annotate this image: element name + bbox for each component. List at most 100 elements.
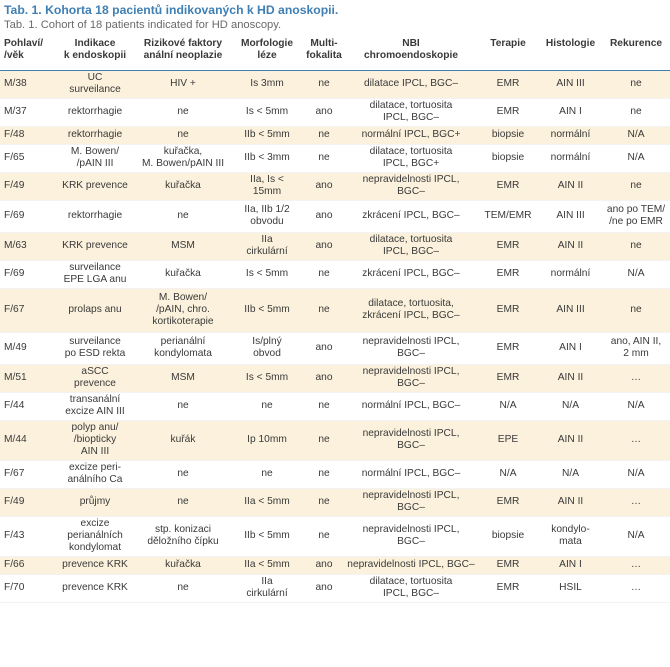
table-row: F/44 transanální excize AIN III ne ne ne normá… [0, 392, 670, 421]
table-row: F/67 prolaps anu M. Bowen//pAIN, chro. kort… [0, 288, 670, 333]
cell-histology: AIN I [539, 98, 602, 127]
cell-indication: rektorrhagie [55, 126, 135, 145]
cell-nbi: nepravidelnosti IPCL, BGC– [345, 420, 477, 461]
header-nbi: NBI chromoendoskopie [345, 34, 477, 71]
cell-therapy: biopsie [477, 516, 539, 557]
cell-morphology: Is < 5mm [231, 98, 303, 127]
cell-morphology: IIa < 5mm [231, 488, 303, 517]
cell-nbi: nepravidelnosti IPCL, BGC– [345, 556, 477, 575]
cell-multifocality: ano [303, 332, 345, 365]
cell-recurrence: N/A [602, 260, 670, 289]
cell-sex-age: M/49 [0, 332, 55, 365]
cell-nbi: normální IPCL, BGC+ [345, 126, 477, 145]
cell-recurrence: N/A [602, 516, 670, 557]
cell-therapy: EMR [477, 364, 539, 393]
cell-histology: kondylo-mata [539, 516, 602, 557]
cell-recurrence: … [602, 574, 670, 603]
cell-nbi: dilatace, tortuosita, zkrácení IPCL, BGC– [345, 288, 477, 333]
cell-sex-age: M/44 [0, 420, 55, 461]
cell-morphology: Is < 5mm [231, 260, 303, 289]
cell-multifocality: ano [303, 364, 345, 393]
table-row: F/67 excize peri-análního Ca ne ne ne normáln… [0, 460, 670, 489]
cell-nbi: dilatace IPCL, BGC– [345, 70, 477, 99]
table-row: F/69 rektorrhagie ne IIa, IIb 1/2 obvodu ano z… [0, 200, 670, 233]
cell-indication: prevence KRK [55, 556, 135, 575]
cell-nbi: zkrácení IPCL, BGC– [345, 200, 477, 233]
cell-sex-age: F/69 [0, 260, 55, 289]
cell-risk-factors: ne [135, 200, 231, 233]
cell-risk-factors: M. Bowen//pAIN, chro. kortikoterapie [135, 288, 231, 333]
cell-nbi: nepravidelnosti IPCL, BGC– [345, 364, 477, 393]
cell-recurrence: … [602, 364, 670, 393]
cell-nbi: nepravidelnosti IPCL, BGC– [345, 488, 477, 517]
cell-indication: prevence KRK [55, 574, 135, 603]
table-header: Pohlaví//věk Indikace k endoskopii Rizikové… [0, 34, 670, 71]
cell-morphology: IIa cirkulární [231, 574, 303, 603]
table-row: F/66 prevence KRK kuřačka IIa < 5mm ano nepra… [0, 556, 670, 575]
cell-indication: KRK prevence [55, 232, 135, 261]
cell-recurrence: ne [602, 288, 670, 333]
cell-sex-age: F/65 [0, 144, 55, 173]
cell-risk-factors: ne [135, 126, 231, 145]
cell-recurrence: ne [602, 232, 670, 261]
cell-histology: HSIL [539, 574, 602, 603]
cell-histology: AIN II [539, 232, 602, 261]
cell-histology: AIN III [539, 70, 602, 99]
header-therapy: Terapie [477, 34, 539, 71]
cell-multifocality: ano [303, 574, 345, 603]
header-indication: Indikace k endoskopii [55, 34, 135, 71]
table-row: M/38 UC surveilance HIV + Is 3mm ne dilatace I… [0, 70, 670, 99]
cell-multifocality: ne [303, 392, 345, 421]
cell-indication: KRK prevence [55, 172, 135, 201]
cell-recurrence: … [602, 420, 670, 461]
cell-recurrence: ano po TEM//ne po EMR [602, 200, 670, 233]
header-morphology: Morfologie léze [231, 34, 303, 71]
cell-morphology: Is < 5mm [231, 364, 303, 393]
table-row: F/70 prevence KRK ne IIa cirkulární ano dilata… [0, 574, 670, 603]
cell-indication: aSCC prevence [55, 364, 135, 393]
cell-multifocality: ne [303, 144, 345, 173]
cell-recurrence: N/A [602, 460, 670, 489]
cell-histology: AIN I [539, 556, 602, 575]
cell-histology: normální [539, 144, 602, 173]
table-row: F/65 M. Bowen//pAIN III kuřačka, M. Bowen/p… [0, 144, 670, 173]
cell-therapy: EMR [477, 332, 539, 365]
cell-therapy: EMR [477, 98, 539, 127]
cell-sex-age: F/43 [0, 516, 55, 557]
cell-morphology: IIa < 5mm [231, 556, 303, 575]
cell-morphology: IIb < 5mm [231, 126, 303, 145]
cell-multifocality: ne [303, 70, 345, 99]
table-row: M/51 aSCC prevence MSM Is < 5mm ano nepravidel… [0, 364, 670, 393]
cell-therapy: EMR [477, 232, 539, 261]
cell-morphology: Ip 10mm [231, 420, 303, 461]
header-sex-age: Pohlaví//věk [0, 34, 55, 71]
cell-histology: normální [539, 126, 602, 145]
cell-histology: AIN II [539, 488, 602, 517]
cell-risk-factors: ne [135, 574, 231, 603]
cell-morphology: IIa, Is <15mm [231, 172, 303, 201]
header-histology: Histologie [539, 34, 602, 71]
cell-multifocality: ano [303, 98, 345, 127]
table-caption: Tab. 1. Kohorta 18 pacientů indikovaných… [0, 0, 670, 34]
cell-sex-age: F/44 [0, 392, 55, 421]
table-body: M/38 UC surveilance HIV + Is 3mm ne dilatace I… [0, 70, 670, 603]
table-row: F/49 KRK prevence kuřačka IIa, Is <15mm ano n… [0, 172, 670, 201]
cell-therapy: EMR [477, 574, 539, 603]
cell-morphology: IIb < 3mm [231, 144, 303, 173]
cell-therapy: EMR [477, 488, 539, 517]
header-recurrence: Rekurence [602, 34, 670, 71]
cell-histology: AIN II [539, 172, 602, 201]
cell-sex-age: F/67 [0, 460, 55, 489]
cell-morphology: Is/plný obvod [231, 332, 303, 365]
cell-indication: rektorrhagie [55, 200, 135, 233]
cell-multifocality: ne [303, 420, 345, 461]
cell-therapy: N/A [477, 460, 539, 489]
cell-therapy: TEM/EMR [477, 200, 539, 233]
cell-morphology: ne [231, 460, 303, 489]
cell-indication: excize perianálních kondylomat [55, 516, 135, 557]
cell-nbi: normální IPCL, BGC– [345, 392, 477, 421]
cell-nbi: dilatace, tortuosita IPCL, BGC– [345, 574, 477, 603]
header-multifocality: Multi-fokalita [303, 34, 345, 71]
cell-indication: surveilance EPE LGA anu [55, 260, 135, 289]
